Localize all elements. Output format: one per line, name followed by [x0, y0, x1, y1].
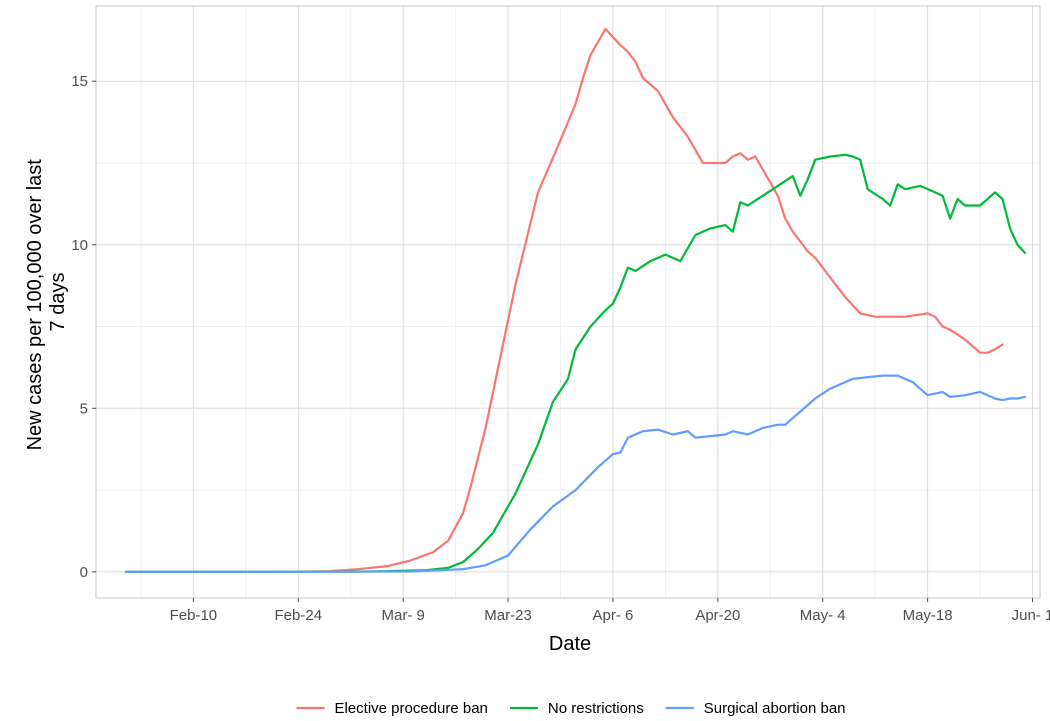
legend-label-1: No restrictions [548, 700, 644, 717]
series-line-1 [124, 153, 1027, 573]
x-tick-label: Apr- 6 [593, 607, 634, 624]
y-tick-label: 10 [71, 237, 88, 254]
plot-panel [95, 5, 1041, 599]
y-tick-label: 0 [80, 564, 88, 581]
svg-text:New cases per 100,000 over las: New cases per 100,000 over last 7 days [24, 154, 69, 451]
y-axis-title: New cases per 100,000 over last 7 days [24, 154, 69, 451]
x-axis-title: Date [549, 633, 591, 655]
y-tick-label: 5 [80, 400, 88, 417]
x-tick-label: Feb-10 [170, 607, 218, 624]
series-line-0 [124, 27, 1004, 573]
x-tick-label: Mar- 9 [382, 607, 425, 624]
series-lines [124, 27, 1027, 573]
legend: Elective procedure ban No restrictions Sur… [296, 700, 846, 717]
y-axis-title-line-1: New cases per 100,000 over last [24, 159, 46, 451]
series-line-2 [124, 374, 1027, 573]
x-axis-tick-labels: Feb-10 Feb-24 Mar- 9 Mar-23 Apr- 6 Apr-20 May-… [170, 598, 1050, 624]
x-tick-label: Mar-23 [484, 607, 532, 624]
x-tick-label: Apr-20 [695, 607, 740, 624]
legend-label-2: Surgical abortion ban [704, 700, 846, 717]
y-axis-title-line-2: 7 days [47, 273, 69, 332]
x-tick-label: Feb-24 [275, 607, 323, 624]
gridlines [96, 6, 1040, 598]
legend-label-0: Elective procedure ban [334, 700, 487, 717]
plot-border-rect [95, 5, 1041, 599]
x-tick-label: May-18 [903, 607, 953, 624]
y-axis-tick-labels: 0 5 10 15 [71, 73, 96, 581]
y-tick-label: 15 [71, 73, 88, 90]
x-tick-label: Jun- 1 [1012, 607, 1050, 624]
x-tick-label: May- 4 [800, 607, 846, 624]
